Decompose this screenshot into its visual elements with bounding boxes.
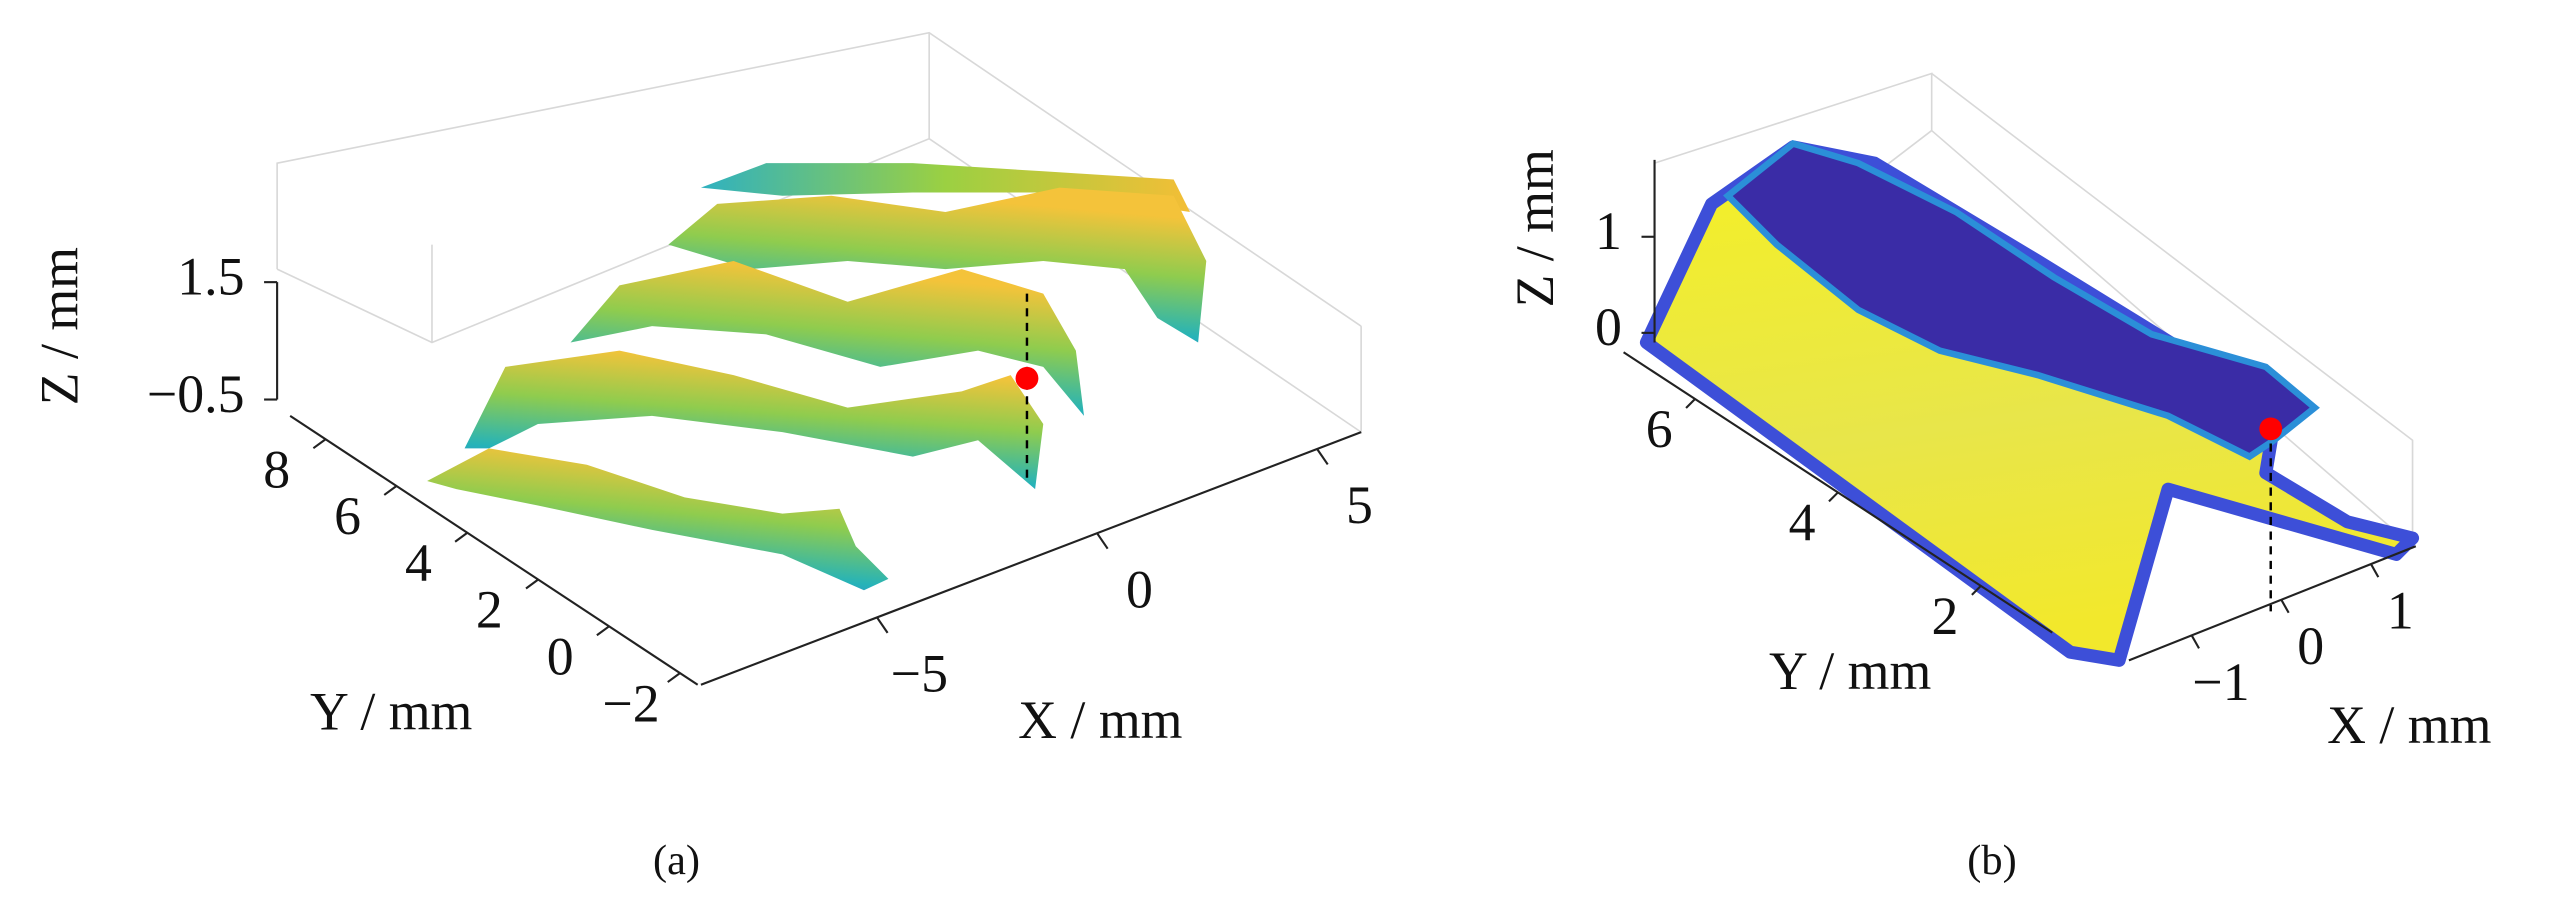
y-tick-label: 4	[405, 533, 432, 593]
z-tick-label: 0	[1595, 297, 1622, 357]
x-axis-label: X / mm	[1018, 690, 1182, 750]
y-tick-label: 4	[1789, 493, 1816, 553]
tick-mark	[2280, 599, 2290, 614]
tick-mark	[1828, 491, 1839, 503]
tick-mark	[383, 485, 398, 496]
y-axis-label: Y / mm	[310, 682, 472, 742]
tick-mark	[1096, 532, 1109, 550]
y-axis-label: Y / mm	[1769, 641, 1931, 701]
tick-mark	[2370, 563, 2380, 578]
z-tick-label: 1	[1595, 201, 1622, 261]
x-axis	[2128, 545, 2417, 662]
tick-mark	[1316, 448, 1329, 466]
y-tick-label: 6	[334, 486, 361, 546]
x-tick-label: 0	[1126, 559, 1153, 619]
tick-mark	[525, 578, 539, 590]
tick-mark	[1685, 398, 1696, 409]
y-tick-label: −2	[602, 673, 659, 733]
z-axis-label: Z / mm	[30, 247, 90, 405]
z-tick-label: 1.5	[177, 246, 244, 306]
surface	[427, 163, 1207, 591]
y-tick-label: 2	[476, 580, 503, 640]
x-tick-label: 1	[2387, 581, 2414, 641]
x-axis	[700, 431, 1362, 686]
caption: (a)	[653, 837, 700, 884]
tick-mark	[454, 531, 468, 543]
tick-mark	[667, 672, 681, 683]
x-axis-label: X / mm	[2327, 695, 2491, 755]
z-tick-label: −0.5	[147, 364, 245, 424]
y-tick-label: 8	[263, 439, 290, 499]
x-tick-label: 0	[2297, 616, 2324, 676]
y-tick-label: 6	[1646, 399, 1673, 459]
y-axis	[289, 414, 699, 686]
surface	[1639, 139, 2420, 667]
tick-mark	[312, 438, 327, 450]
tick-mark	[596, 625, 610, 637]
x-tick-label: −1	[2192, 652, 2249, 712]
y-tick-label: 0	[547, 627, 574, 687]
x-tick-label: −5	[891, 644, 948, 704]
tick-mark	[876, 616, 889, 634]
tick-mark	[1971, 585, 1982, 596]
y-tick-label: 2	[1932, 586, 1959, 646]
x-tick-label: 5	[1346, 475, 1373, 535]
z-axis-label: Z / mm	[1505, 149, 1565, 307]
caption: (b)	[1967, 837, 2016, 884]
tick-mark	[2190, 634, 2200, 649]
